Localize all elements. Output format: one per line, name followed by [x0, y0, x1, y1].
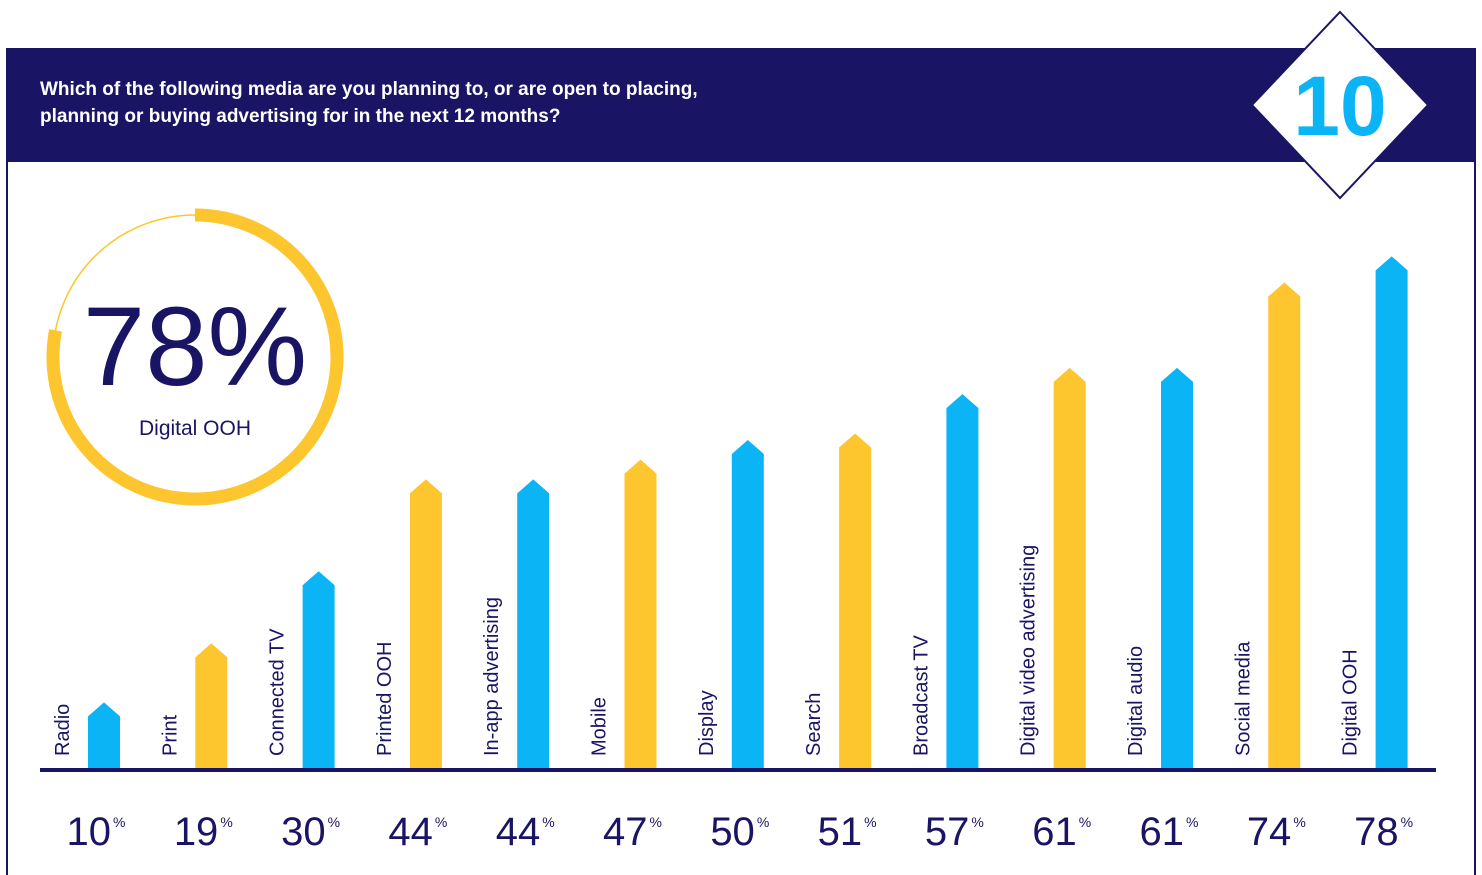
value-label: 57% [925, 810, 984, 854]
value-label: 44% [388, 810, 447, 854]
bar [839, 433, 872, 768]
value-label: 74% [1247, 810, 1306, 854]
bar [731, 440, 764, 768]
bar [88, 702, 120, 768]
badge-diamond [1250, 10, 1430, 200]
bar [1053, 367, 1086, 768]
highlight-value: 78% [83, 284, 307, 409]
bar [624, 459, 657, 768]
category-label: Search [803, 693, 825, 756]
category-label: Broadcast TV [910, 635, 932, 756]
category-label: Connected TV [267, 628, 289, 756]
bar [1375, 256, 1408, 768]
value-label: 30% [281, 810, 340, 854]
value-label: 51% [818, 810, 877, 854]
value-label: 19% [174, 810, 233, 854]
header-band [6, 48, 1476, 162]
category-label: Print [159, 714, 181, 756]
bar [195, 643, 228, 768]
bar [946, 394, 979, 768]
category-label: Display [696, 690, 718, 756]
category-label: Radio [52, 704, 74, 756]
category-label: Digital OOH [1340, 649, 1362, 756]
value-label: 44% [496, 810, 555, 854]
category-label: Digital video advertising [1018, 545, 1040, 756]
category-label: Mobile [589, 697, 611, 756]
category-label: Digital audio [1125, 646, 1147, 756]
value-label: 78% [1354, 810, 1413, 854]
bar [302, 571, 335, 768]
badge-number: 10 [1293, 59, 1386, 153]
bar [409, 479, 442, 768]
category-label: In-app advertising [481, 597, 503, 756]
ring-arc [46, 208, 344, 506]
bar [1161, 367, 1193, 768]
category-label: Printed OOH [374, 642, 396, 756]
value-label: 61% [1140, 810, 1199, 854]
title-line: Which of the following media are you pla… [40, 79, 698, 100]
bar [517, 479, 550, 768]
value-label: 50% [710, 810, 769, 854]
category-label: Social media [1232, 641, 1254, 756]
highlight-label: Digital OOH [139, 417, 251, 440]
value-label: 10% [67, 810, 126, 854]
value-label: 47% [603, 810, 662, 854]
bar [1268, 282, 1301, 768]
value-label: 61% [1032, 810, 1091, 854]
title-line: planning or buying advertising for in th… [40, 106, 560, 127]
